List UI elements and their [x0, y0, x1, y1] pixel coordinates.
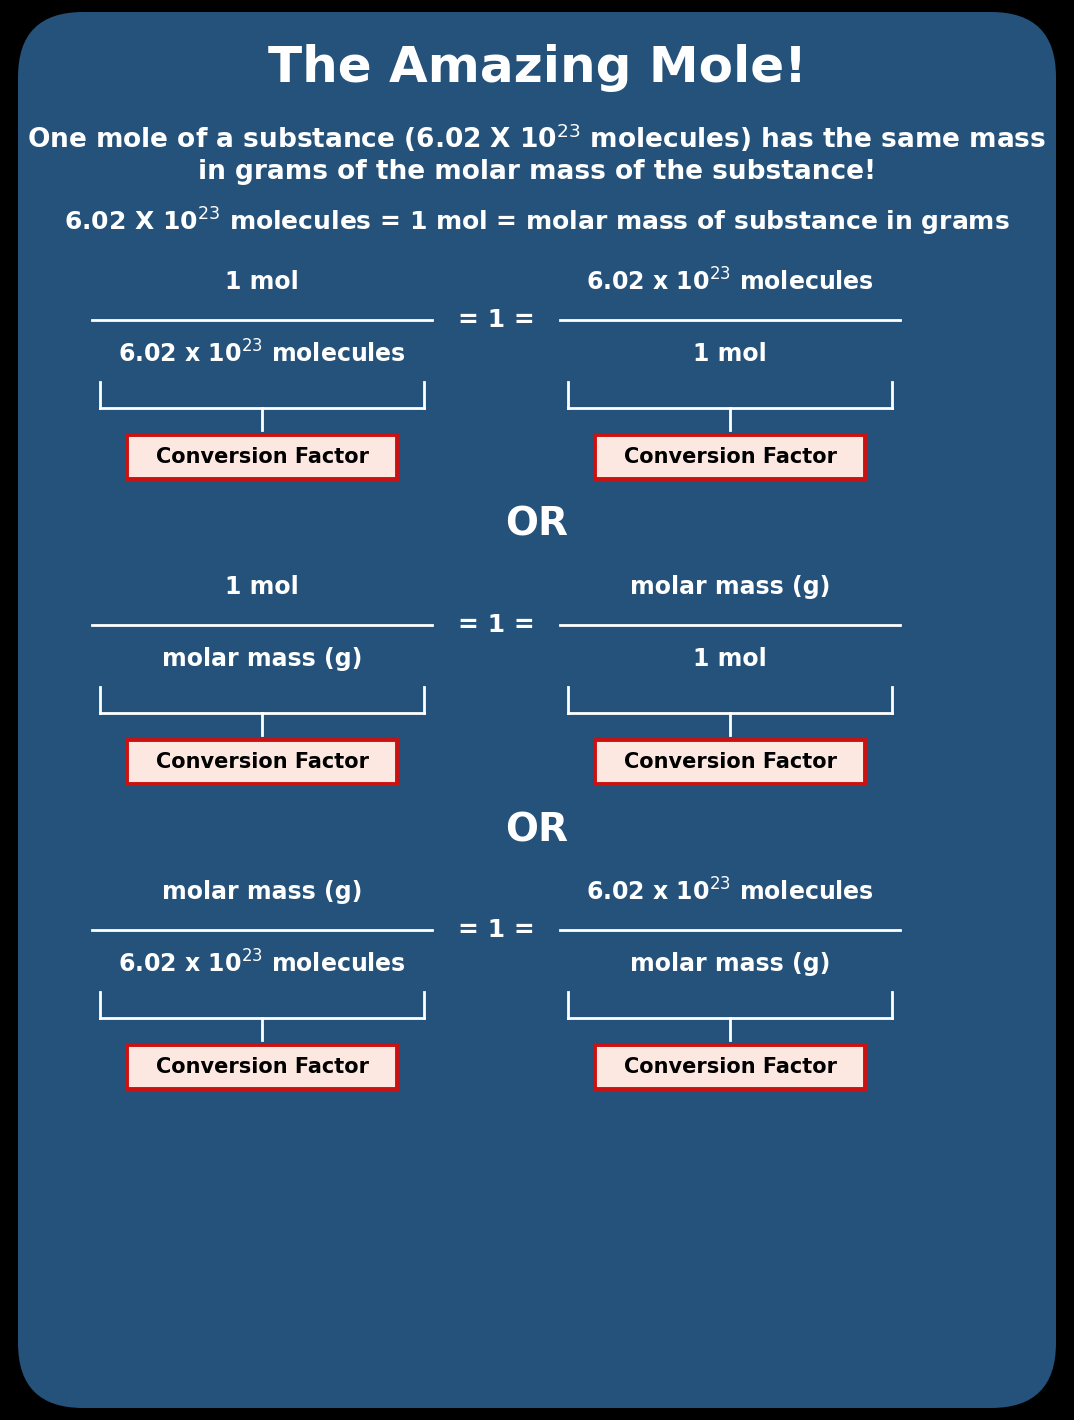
- FancyBboxPatch shape: [595, 435, 865, 479]
- Text: 6.02 x 10$^{23}$ molecules: 6.02 x 10$^{23}$ molecules: [586, 268, 874, 295]
- Text: molar mass (g): molar mass (g): [629, 951, 830, 976]
- Text: Conversion Factor: Conversion Factor: [156, 447, 368, 467]
- Text: = 1 =: = 1 =: [458, 308, 535, 332]
- FancyBboxPatch shape: [127, 740, 397, 784]
- Text: OR: OR: [506, 506, 568, 544]
- Text: = 1 =: = 1 =: [458, 917, 535, 941]
- Text: The Amazing Mole!: The Amazing Mole!: [267, 44, 807, 92]
- FancyBboxPatch shape: [595, 1045, 865, 1089]
- Text: 6.02 x 10$^{23}$ molecules: 6.02 x 10$^{23}$ molecules: [118, 950, 406, 977]
- Text: Conversion Factor: Conversion Factor: [624, 447, 837, 467]
- Text: 1 mol: 1 mol: [226, 575, 299, 599]
- Text: molar mass (g): molar mass (g): [162, 880, 362, 905]
- Text: 1 mol: 1 mol: [226, 270, 299, 294]
- Text: = 1 =: = 1 =: [458, 613, 535, 638]
- Text: 1 mol: 1 mol: [693, 342, 767, 366]
- FancyBboxPatch shape: [127, 1045, 397, 1089]
- Text: molar mass (g): molar mass (g): [629, 575, 830, 599]
- Text: 6.02 X 10$^{23}$ molecules = 1 mol = molar mass of substance in grams: 6.02 X 10$^{23}$ molecules = 1 mol = mol…: [64, 206, 1010, 239]
- FancyBboxPatch shape: [18, 11, 1056, 1409]
- Text: in grams of the molar mass of the substance!: in grams of the molar mass of the substa…: [198, 159, 876, 185]
- Text: 6.02 x 10$^{23}$ molecules: 6.02 x 10$^{23}$ molecules: [118, 341, 406, 368]
- FancyBboxPatch shape: [595, 740, 865, 784]
- Text: One mole of a substance (6.02 X 10$^{23}$ molecules) has the same mass: One mole of a substance (6.02 X 10$^{23}…: [28, 122, 1046, 155]
- Text: Conversion Factor: Conversion Factor: [156, 1056, 368, 1076]
- Text: 6.02 x 10$^{23}$ molecules: 6.02 x 10$^{23}$ molecules: [586, 879, 874, 906]
- Text: Conversion Factor: Conversion Factor: [624, 753, 837, 772]
- Text: 1 mol: 1 mol: [693, 648, 767, 672]
- Text: Conversion Factor: Conversion Factor: [156, 753, 368, 772]
- FancyBboxPatch shape: [127, 435, 397, 479]
- Text: molar mass (g): molar mass (g): [162, 648, 362, 672]
- Text: Conversion Factor: Conversion Factor: [624, 1056, 837, 1076]
- Text: OR: OR: [506, 811, 568, 849]
